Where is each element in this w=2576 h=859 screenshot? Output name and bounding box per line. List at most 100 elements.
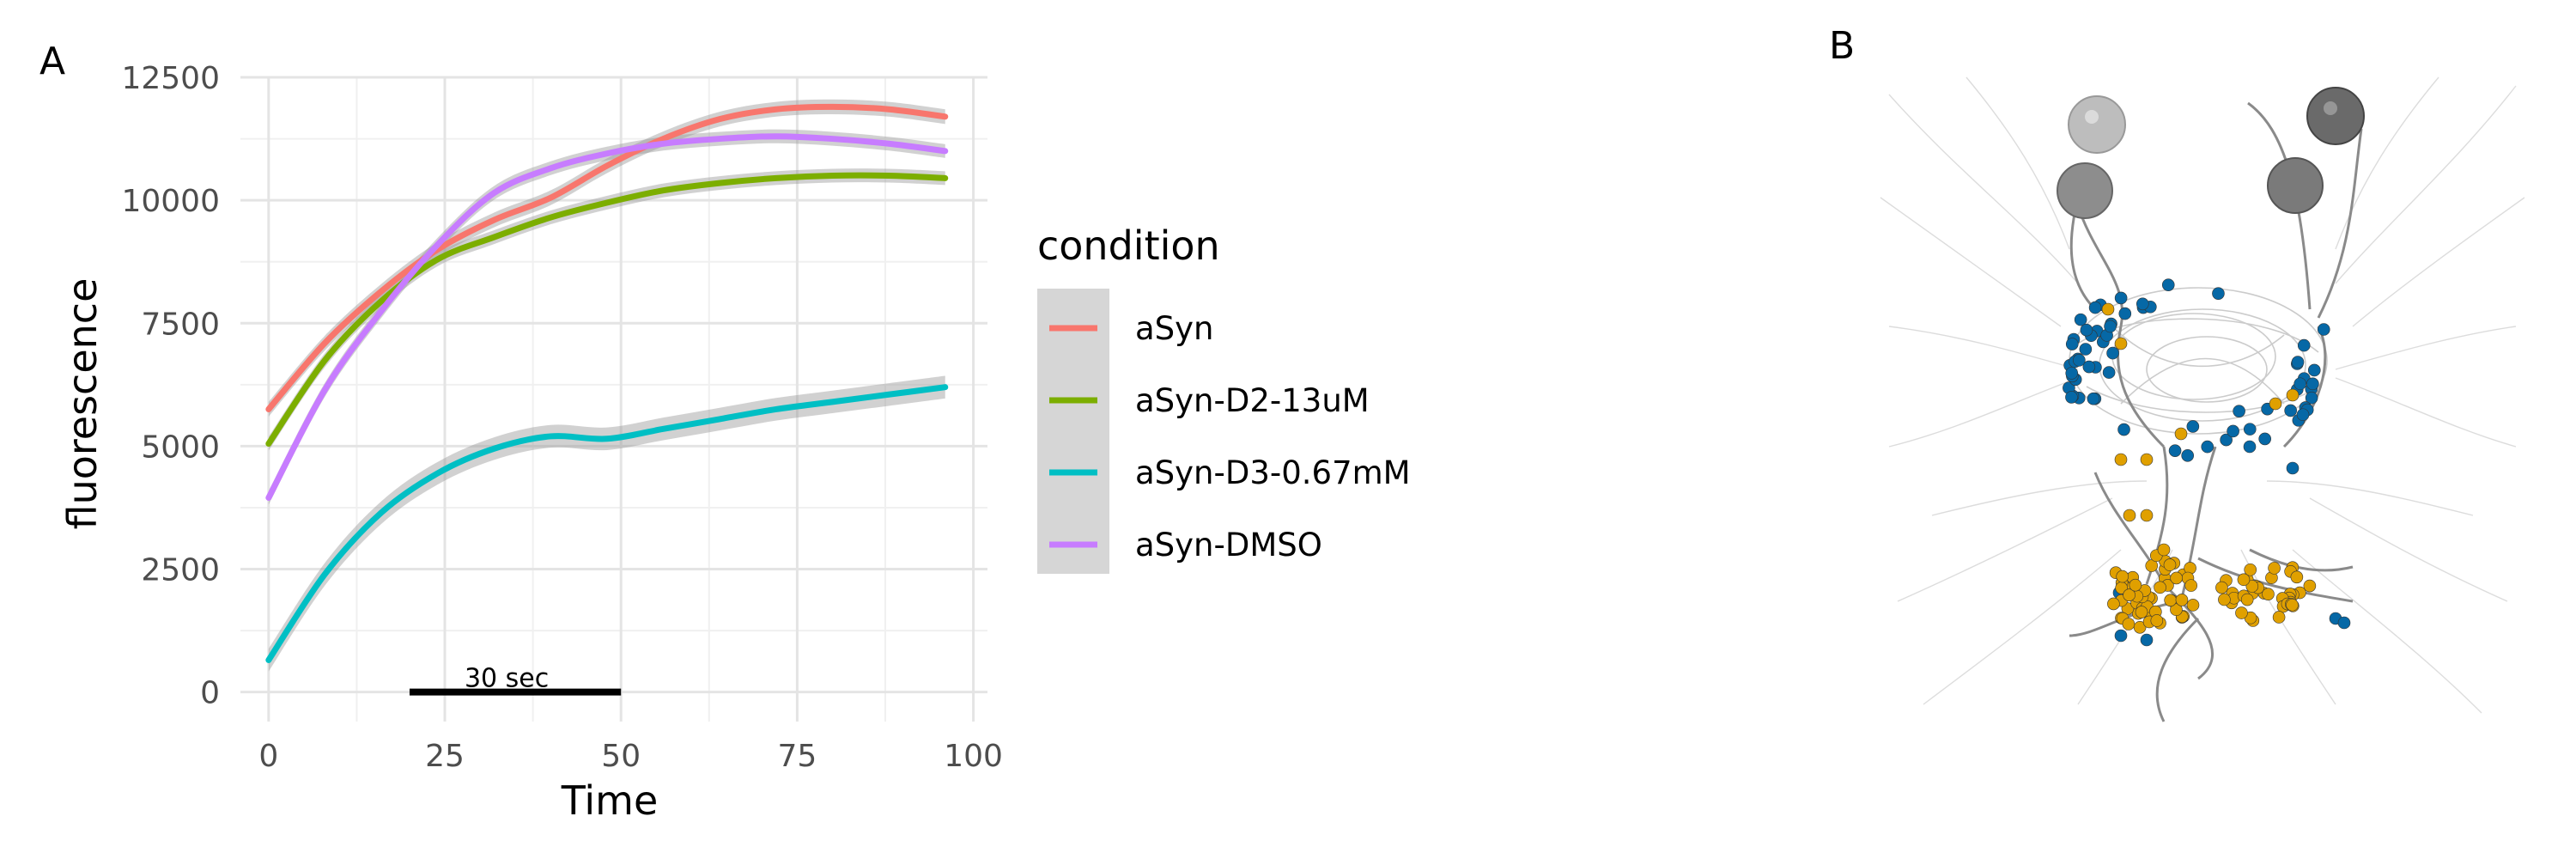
orange-dot [2101, 302, 2115, 316]
y-tick-label: 5000 [141, 430, 220, 465]
orange-dot [2170, 571, 2183, 585]
blue-dot [2181, 449, 2194, 462]
series-line [265, 103, 949, 412]
orange-dot [2123, 588, 2136, 601]
blue-dot [2102, 366, 2116, 379]
legend-label: aSyn-DMSO [1135, 527, 1322, 564]
legend: condition aSyn aSyn-D2-13uM aSyn-D3-0.67mM… [1037, 222, 1411, 574]
grid-major [240, 76, 987, 722]
blue-dot [2104, 320, 2117, 333]
blue-dot [2297, 338, 2311, 352]
legend-items: aSyn aSyn-D2-13uM aSyn-D3-0.67mM aSyn-DMSO [1049, 310, 1411, 564]
series-lines [265, 103, 949, 663]
legend-label: aSyn-D2-13uM [1135, 382, 1370, 419]
blue-dot [2233, 405, 2245, 417]
orange-dot [2170, 603, 2183, 617]
orange-dot [2269, 397, 2282, 411]
y-tick-label: 12500 [121, 61, 220, 96]
blue-dot [2136, 297, 2149, 311]
blue-dot [2293, 377, 2307, 391]
orange-dot [2145, 559, 2159, 572]
y-tick-label: 10000 [121, 184, 220, 219]
y-tick-label: 0 [200, 676, 220, 711]
blue-dot [2117, 423, 2130, 436]
orange-dot [2262, 588, 2275, 600]
blue-dot [2080, 323, 2093, 337]
y-tick-label: 7500 [141, 307, 220, 342]
orange-dot [2114, 453, 2128, 466]
blue-dot [2243, 423, 2257, 436]
blue-dot [2065, 338, 2079, 350]
orange-dot [2116, 570, 2129, 583]
blue-dot [2243, 440, 2257, 454]
line-chart: 30 sec 0 25 50 75 100 0 2500 5000 7500 10000 1250… [59, 61, 1003, 824]
blue-dot [2296, 408, 2310, 422]
blue-dot [2065, 391, 2078, 404]
orange-dot [2123, 509, 2136, 522]
orange-dot [2184, 579, 2197, 592]
orange-dot [2163, 558, 2177, 571]
orange-dot [2135, 606, 2148, 618]
x-tick-label: 0 [258, 739, 278, 774]
blue-dot [2306, 377, 2319, 391]
legend-key-background [1037, 289, 1109, 574]
orange-dot [2175, 594, 2189, 606]
series-line [265, 384, 949, 663]
orange-dot [2286, 598, 2299, 612]
orange-dot [2268, 562, 2281, 575]
x-tick-label: 75 [777, 739, 817, 774]
blue-dot [2161, 278, 2175, 291]
orange-dot [2186, 599, 2200, 612]
orange-dot [2140, 509, 2154, 522]
blue-synapse-dots [2063, 278, 2351, 647]
orange-dot [2245, 580, 2259, 593]
orange-dot [2303, 579, 2317, 593]
orange-synapse-dots [2101, 302, 2317, 634]
x-tick-label: 100 [944, 739, 1003, 774]
panel-label-b: B [1829, 24, 1855, 68]
orange-dot [2129, 578, 2142, 592]
blue-dot [2212, 287, 2225, 300]
faint-arbor [1880, 76, 2525, 714]
orange-dot [2215, 581, 2228, 594]
blue-dot [2074, 313, 2087, 326]
orange-dot [2272, 611, 2286, 624]
blue-dot [2286, 461, 2300, 475]
orange-dot [2164, 594, 2177, 607]
blue-dot [2337, 616, 2351, 630]
blue-dot [2114, 291, 2128, 305]
orange-dot [2286, 388, 2300, 402]
blue-dot [2118, 307, 2132, 320]
orange-dot [2240, 593, 2254, 606]
orange-dot [2235, 606, 2248, 619]
x-tick-label: 50 [601, 739, 641, 774]
blue-dot [2307, 363, 2321, 377]
orange-dot [2157, 543, 2171, 557]
orange-dot [2154, 581, 2166, 594]
blue-dot [2220, 433, 2233, 447]
x-tick-label: 25 [425, 739, 465, 774]
x-tick-labels: 0 25 50 75 100 [258, 739, 1003, 774]
orange-dot [2122, 618, 2136, 631]
y-tick-labels: 0 2500 5000 7500 10000 12500 [121, 61, 220, 711]
y-tick-label: 2500 [141, 553, 220, 588]
orange-dot [2244, 563, 2257, 576]
x-axis-label: Time [561, 777, 659, 824]
orange-dot [2114, 337, 2128, 350]
series-line [265, 133, 949, 502]
legend-label: aSyn [1135, 310, 1214, 347]
legend-label: aSyn-D3-0.67mM [1135, 454, 1411, 491]
neuron-skeleton-illustration [1880, 76, 2525, 722]
orange-dot [2150, 614, 2164, 627]
orange-dot [2218, 593, 2231, 606]
blue-dot [2317, 323, 2330, 336]
blue-dot [2284, 404, 2297, 417]
cell-bodies [2057, 87, 2365, 219]
blue-dot [2073, 354, 2086, 367]
orange-dot [2107, 597, 2120, 611]
blue-dot [2258, 432, 2271, 446]
blue-dot [2082, 360, 2096, 374]
blue-dot [2227, 424, 2239, 438]
blue-dot [2201, 440, 2215, 454]
